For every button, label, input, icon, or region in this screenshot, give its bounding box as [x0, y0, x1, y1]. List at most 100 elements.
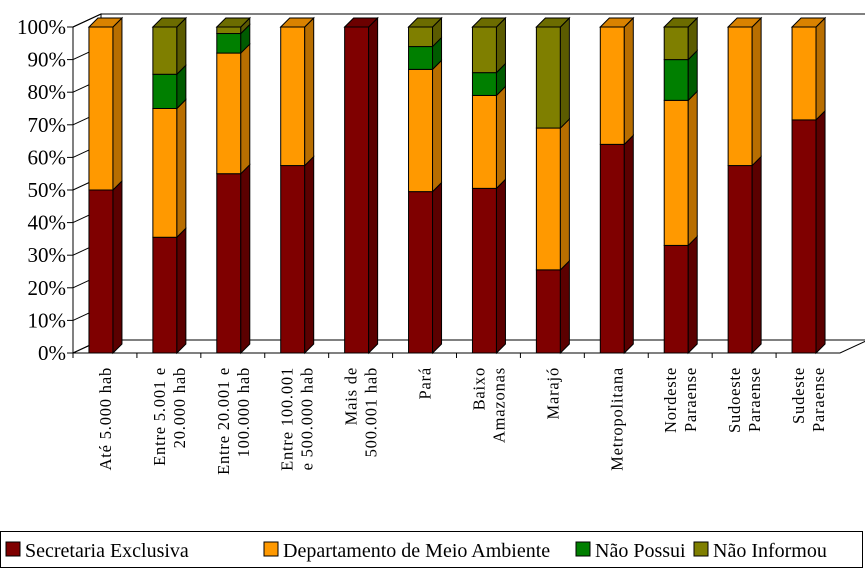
bar-segment-front: [471, 94, 497, 189]
bar-segment-front: [663, 244, 689, 354]
x-tick-label-line: 500.001 hab: [362, 367, 381, 457]
x-tick-label: BaixoAmazonas: [469, 367, 508, 443]
bars: [87, 16, 827, 355]
x-tick-label-line: Entre 20.001 e: [214, 367, 233, 475]
bar-segment-front: [88, 189, 114, 354]
bar-segment-front: [791, 26, 817, 121]
bar-segment-front: [152, 73, 178, 109]
y-tick-label: 90%: [28, 48, 67, 72]
bar-segment-front: [599, 143, 625, 354]
x-tick-label: NordesteParaense: [661, 367, 700, 433]
x-tick-label: Entre 5.001 e20.000 hab: [150, 367, 189, 466]
bar-segment-side: [687, 235, 698, 355]
y-tick-label: 0%: [38, 341, 66, 365]
bar-segment-front: [599, 26, 625, 145]
bar-segment-side: [176, 98, 187, 239]
x-tick-label-line: 20.000 hab: [170, 367, 189, 448]
x-tick-label-line: Pará: [416, 367, 435, 400]
bar-segment-side: [623, 16, 634, 146]
bar-segment-front: [408, 46, 434, 70]
bar-segment-front: [471, 187, 497, 354]
x-tick-label-line: Até 5.000 hab: [96, 367, 115, 470]
x-tick-label-line: Entre 5.001 e: [150, 367, 169, 466]
bar-segment-side: [687, 90, 698, 247]
bar-stack: [279, 16, 315, 355]
bar-segment-front: [152, 108, 178, 238]
bar-segment-front: [216, 173, 242, 354]
bar-segment-side: [112, 16, 123, 192]
x-tick-label-line: Entre 100.001: [278, 367, 297, 471]
x-tick-label-line: Paraense: [681, 367, 700, 432]
x-tick-label: Marajó: [543, 367, 562, 419]
bar-segment-top: [663, 17, 699, 28]
bar-segment-front: [535, 269, 561, 354]
x-tick-label: Entre 20.001 e100.000 hab: [214, 367, 253, 475]
x-tick-label-line: Marajó: [543, 367, 562, 419]
bar-segment-front: [663, 59, 689, 101]
bar-segment-top: [215, 17, 251, 28]
y-tick-label: 30%: [28, 243, 67, 267]
bar-segment-front: [344, 26, 370, 354]
bar-segment-side: [432, 59, 443, 193]
bar-segment-front: [663, 99, 689, 246]
x-tick-label: SudoesteParaense: [725, 367, 764, 433]
bar-segment-front: [280, 165, 306, 354]
bar-segment-front: [727, 165, 753, 354]
bar-segment-side: [495, 178, 506, 355]
bar-stack: [535, 16, 571, 355]
y-tick-label: 50%: [28, 178, 67, 202]
legend-swatch: [5, 541, 21, 557]
x-tick-label: Até 5.000 hab: [96, 367, 115, 470]
bar-segment-side: [815, 16, 826, 122]
x-tick-label: Metropolitana: [607, 367, 626, 471]
bar-segment-side: [559, 16, 570, 130]
bar-segment-front: [663, 26, 689, 61]
bar-segment-front: [471, 26, 497, 74]
x-tick-label: Pará: [416, 367, 435, 400]
legend-swatch: [693, 541, 709, 557]
bar-segment-front: [408, 68, 434, 193]
bar-segment-top: [535, 17, 571, 28]
legend-box: [0, 531, 863, 568]
x-tick-label-line: Sudoeste: [725, 367, 744, 433]
bar-stack: [790, 16, 827, 355]
bar-segment-front: [471, 72, 497, 96]
bar-segment-front: [408, 191, 434, 354]
bar-segment-top: [407, 17, 443, 28]
legend-swatch: [263, 541, 279, 557]
y-tick-label: 40%: [28, 211, 67, 235]
bar-segment-front: [152, 236, 178, 354]
bar-stack: [726, 16, 763, 355]
x-tick-label-line: e 500.000 hab: [298, 367, 317, 470]
x-tick-label: Entre 100.001e 500.000 hab: [278, 367, 317, 471]
bar-segment-top: [790, 17, 827, 28]
bar-segment-front: [152, 26, 178, 75]
bar-segment-front: [216, 33, 242, 54]
bar-segment-front: [727, 26, 753, 167]
bar-segment-side: [304, 155, 315, 355]
x-tick-label-line: Mais de: [342, 367, 361, 425]
bar-segment-top: [343, 17, 379, 28]
legend-label: Não Informou: [713, 540, 827, 562]
bar-segment-front: [535, 127, 561, 271]
bar-segment-side: [559, 117, 570, 272]
y-axis: 0% 10% 20% 30% 40% 50% 60% 70% 80% 90% 100%: [17, 13, 102, 365]
bar-segment-side: [751, 16, 762, 167]
bar-segment-side: [432, 181, 443, 355]
y-tick-label: 60%: [28, 145, 67, 169]
x-tick-label-line: 100.000 hab: [234, 367, 253, 457]
bar-segment-top: [87, 17, 124, 28]
x-tick-label: Mais de500.001 hab: [342, 367, 381, 457]
bar-segment-top: [151, 17, 188, 28]
x-tick-label: SudesteParaense: [789, 367, 828, 432]
bar-stack: [663, 16, 699, 355]
bar-segment-front: [280, 26, 306, 167]
legend-label: Não Possui: [595, 540, 686, 562]
bar-segment-front: [408, 26, 434, 48]
bar-segment-top: [726, 17, 763, 28]
bar-stack: [599, 16, 635, 355]
legend-label: Secretaria Exclusiva: [25, 540, 189, 562]
y-tick-label: 70%: [28, 113, 67, 137]
legend: Secretaria Exclusiva Departamento de Meio…: [0, 531, 863, 568]
